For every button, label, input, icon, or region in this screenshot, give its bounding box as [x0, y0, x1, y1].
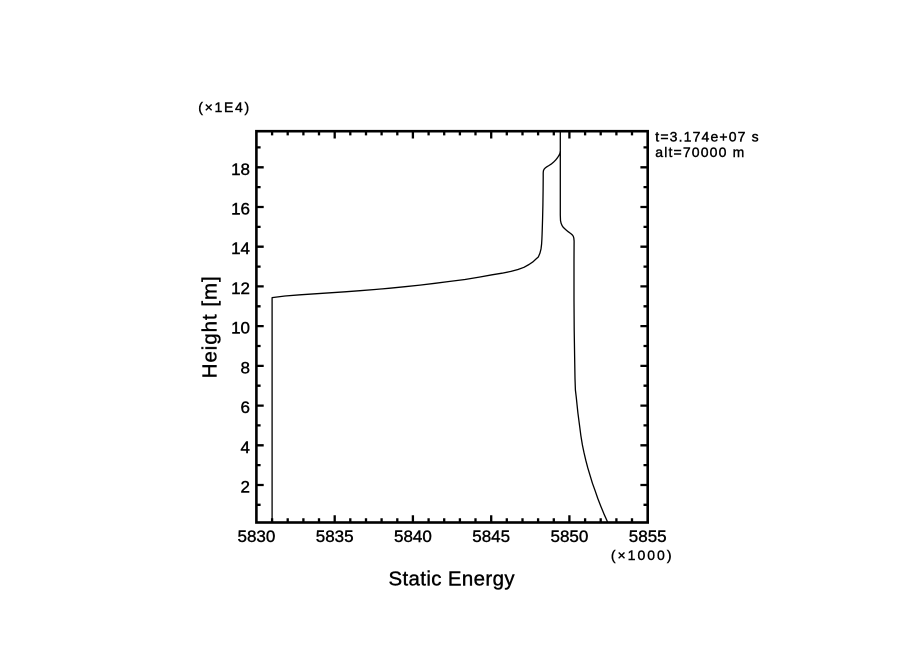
- svg-text:4: 4: [241, 438, 250, 457]
- svg-text:5830: 5830: [237, 527, 275, 546]
- svg-text:2: 2: [241, 477, 250, 496]
- svg-text:8: 8: [241, 358, 250, 377]
- svg-text:5850: 5850: [551, 527, 589, 546]
- svg-text:6: 6: [241, 398, 250, 417]
- svg-text:Static Energy: Static Energy: [388, 568, 515, 590]
- svg-text:12: 12: [231, 279, 250, 298]
- svg-text:14: 14: [231, 239, 250, 258]
- svg-text:t=3.174e+07 s: t=3.174e+07 s: [655, 129, 759, 145]
- svg-text:alt=70000 m: alt=70000 m: [655, 144, 745, 160]
- svg-text:16: 16: [231, 200, 250, 219]
- svg-text:(×1E4): (×1E4): [198, 99, 251, 115]
- svg-text:5855: 5855: [629, 527, 667, 546]
- svg-text:10: 10: [231, 319, 250, 338]
- svg-text:5840: 5840: [394, 527, 432, 546]
- svg-text:(×1000): (×1000): [611, 547, 674, 563]
- svg-text:18: 18: [231, 160, 250, 179]
- svg-text:5835: 5835: [316, 527, 354, 546]
- svg-text:Height [m]: Height [m]: [200, 275, 222, 378]
- svg-text:5845: 5845: [472, 527, 510, 546]
